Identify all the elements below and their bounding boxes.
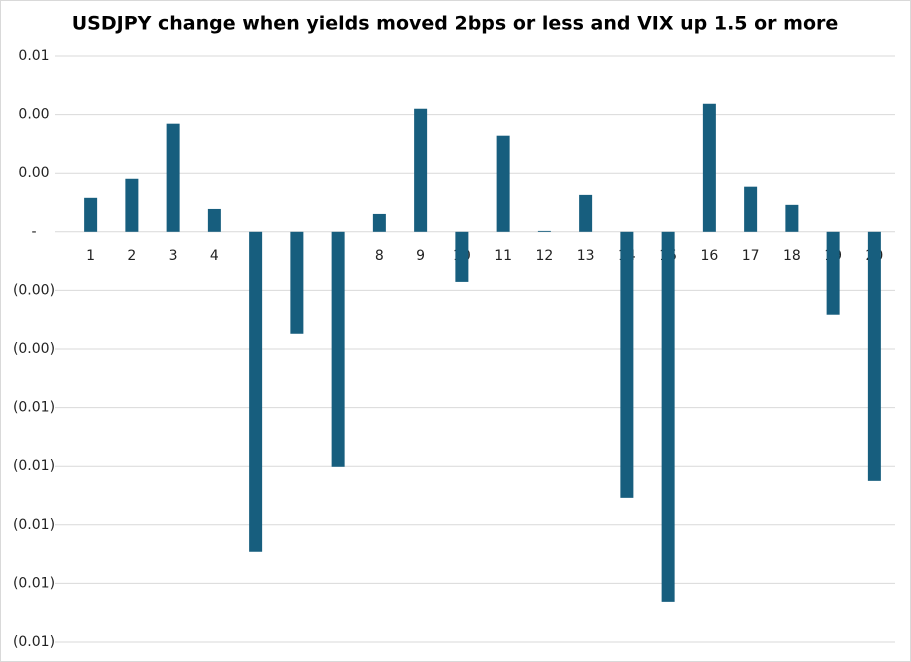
x-tick-label: 17 xyxy=(742,248,760,264)
x-tick-label: 18 xyxy=(783,248,801,264)
y-tick-label: (0.01) xyxy=(13,458,55,474)
bar xyxy=(249,231,263,552)
y-tick-label: (0.01) xyxy=(13,634,55,650)
bar xyxy=(290,231,304,334)
y-tick-label: (0.01) xyxy=(13,575,55,591)
chart-title: USDJPY change when yields moved 2bps or … xyxy=(72,13,839,35)
bar xyxy=(414,108,428,232)
bar xyxy=(455,231,469,282)
x-tick-label: 1 xyxy=(86,248,95,264)
x-tick-label: 4 xyxy=(210,248,219,264)
y-tick-label: 0.01 xyxy=(18,48,49,64)
bar xyxy=(867,231,881,481)
x-tick-label: 9 xyxy=(416,248,425,264)
bar xyxy=(785,204,799,232)
bar xyxy=(496,135,510,232)
y-tick-label: (0.00) xyxy=(13,282,55,298)
bar xyxy=(207,208,221,232)
bar xyxy=(84,197,98,232)
bar xyxy=(372,213,386,232)
bar xyxy=(702,103,716,232)
bar xyxy=(744,186,758,232)
y-tick-label: - xyxy=(31,224,36,240)
x-tick-label: 3 xyxy=(169,248,178,264)
x-tick-label: 13 xyxy=(577,248,595,264)
bar xyxy=(537,230,551,232)
y-tick-label: (0.00) xyxy=(13,341,55,357)
bar xyxy=(826,231,840,315)
bar xyxy=(620,231,634,498)
bar xyxy=(166,123,180,232)
bar xyxy=(579,194,593,232)
x-tick-label: 12 xyxy=(535,248,553,264)
x-tick-label: 11 xyxy=(494,248,512,264)
y-tick-label: (0.01) xyxy=(13,400,55,416)
y-tick-label: 0.00 xyxy=(18,107,49,123)
bar xyxy=(331,231,345,467)
bar xyxy=(661,231,675,602)
x-tick-label: 2 xyxy=(127,248,136,264)
bar xyxy=(125,178,139,232)
y-tick-label: 0.00 xyxy=(18,165,49,181)
x-tick-label: 8 xyxy=(375,248,384,264)
y-tick-label: (0.01) xyxy=(13,517,55,533)
x-tick-label: 16 xyxy=(700,248,718,264)
